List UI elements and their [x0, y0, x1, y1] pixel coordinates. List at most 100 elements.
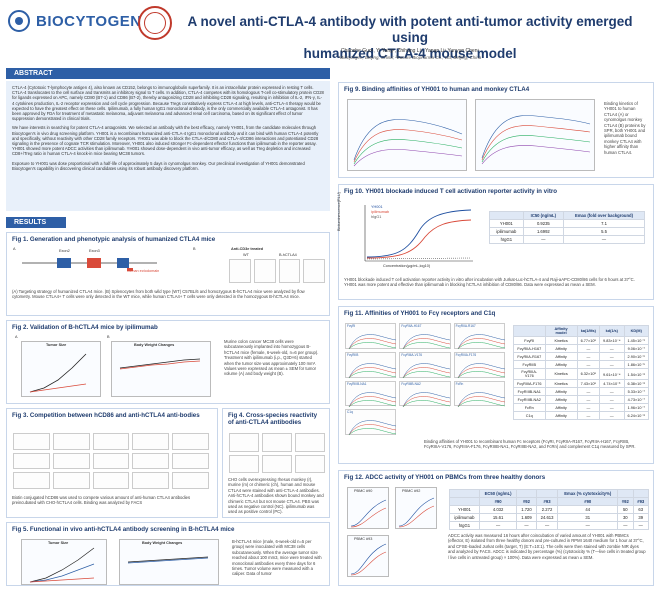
sensorgram-plot: FcγRIIA-R167	[453, 323, 505, 350]
flow-plot	[303, 259, 325, 283]
authors: Chaoshe Guo¹, Yi Yang¹, Zhihong Li¹, Yan…	[340, 48, 480, 54]
fig12-curves-93	[350, 543, 387, 576]
table-cell: 4.73×10⁻⁷	[623, 395, 650, 404]
sensorgram-label: FcγRI	[347, 324, 356, 328]
fig5-caption: B-hCTLA4 mice (male, 6-week-old n=5 per …	[232, 539, 322, 577]
fig3-caption: Biotin conjugated hCD86 was used to comp…	[12, 495, 191, 506]
table-header-cell	[617, 489, 634, 498]
flow-plot	[278, 259, 301, 283]
table-row: FcγRIIIA-F176 Kinetics 7.43×10⁵ 4.74×10⁻³ 6.…	[513, 379, 650, 388]
table-cell: —	[599, 360, 625, 369]
fig10-dose-response-svg	[364, 205, 473, 262]
table-cell: —	[576, 352, 601, 361]
table-cell: Affinity	[544, 360, 578, 369]
table-header-cell: EC50 (ng/mL)	[478, 489, 518, 498]
table-cell: 63	[632, 505, 649, 514]
table-header-cell	[513, 325, 546, 337]
table-cell: YH001	[489, 219, 524, 228]
table-cell: 1.720	[516, 505, 537, 514]
fig3-flow-grid	[13, 433, 209, 489]
fig12-donor90-plot: PBMC #90	[347, 487, 389, 529]
table-cell: FcγRIIIB-NA2	[513, 395, 546, 404]
table-cell: 2.272	[535, 505, 559, 514]
table-cell: FcγRIIB	[513, 360, 546, 369]
fig1-panel-b-label: B	[193, 247, 196, 251]
table-row: hIgG1— — — — — —	[449, 521, 649, 530]
fig10-ylabel: Bioluminescence(RLU)	[337, 192, 341, 231]
table-cell: 1.86×10⁻⁵	[623, 360, 650, 369]
table-cell: Affinity	[544, 395, 578, 404]
fig2-title: Fig 2. Validation of B-hCTLA4 mice by ip…	[12, 324, 158, 331]
table-cell: —	[576, 411, 601, 420]
table-row: ipilimumab 15.61 1.609 24.613 31 30 39	[449, 513, 649, 522]
table-cell: Kinetics	[544, 368, 578, 380]
legend-yh001: YH001	[371, 205, 383, 209]
fig1-gene-diagram	[22, 258, 157, 271]
table-header-cell: Affinity model	[544, 325, 578, 337]
table-header-row: IC50 (ng/mL) Emax (fold over background)	[489, 211, 645, 220]
table-cell: 9.83×10⁻⁴	[599, 336, 625, 345]
table-header-cell: ka(1/Ms)	[576, 325, 601, 337]
table-header-row: Affinity model ka(1/Ms) kd(1/s) KD(M)	[513, 325, 650, 337]
table-row: FcγRIIA-H167 Affinity — —9.06×10⁻⁷	[513, 344, 650, 353]
table-cell: —	[535, 521, 559, 530]
table-cell: 0.9235	[522, 219, 565, 228]
table-header-row: #90 #92 #93 #90 #92 #93	[449, 497, 649, 506]
fig5-panel: Fig 5. Functional in vivo anti-hCTLA4 an…	[6, 522, 330, 586]
table-cell: 6.32×10⁵	[576, 368, 601, 380]
table-cell: —	[557, 521, 619, 530]
table-cell: YH001	[449, 505, 480, 514]
fig9-monkey-spr-plot	[475, 99, 595, 171]
table-header-cell	[449, 497, 480, 506]
anti-cd3e-label: Anti-CD3e treated	[231, 247, 264, 251]
fig10-chart: YH001 ipilimumab hIgG1 Bioluminescence(R…	[337, 192, 477, 273]
table-cell: 6.77×10⁵	[576, 336, 601, 345]
biocytogen-logo: BIOCYTOGEN	[8, 10, 142, 32]
exon-label-2: Exon3	[89, 249, 100, 253]
logo-text: BIOCYTOGEN	[36, 12, 142, 30]
fig2-tumor-lines	[29, 353, 87, 393]
table-cell: 7.1	[563, 219, 645, 228]
histogram-plot	[295, 454, 325, 473]
table-header-cell: KD(M)	[623, 325, 650, 337]
fig12-plot-title-92: PBMC #92	[402, 489, 421, 493]
sensorgram-plot: FcRn	[453, 380, 505, 407]
fig1-panel: Fig 1. Generation and phenotypic analysi…	[6, 232, 330, 316]
table-cell: ipilimumab	[449, 513, 480, 522]
table-row: FcγRIIA-R167 Affinity — —2.90×10⁻⁶	[513, 352, 650, 361]
flow-plot	[52, 433, 90, 450]
fig12-panel: Fig 12. ADCC activity of YH001 on PBMCs …	[338, 470, 654, 586]
table-cell: 4.032	[478, 505, 518, 514]
histogram-plot	[229, 454, 259, 473]
sensorgram-label: FcγRIIIA-V176	[401, 352, 423, 357]
table-header-cell: #92	[617, 497, 634, 506]
table-cell: FcγRIIIA-F176	[513, 379, 546, 388]
table-cell: 15.61	[478, 513, 518, 522]
table-header-cell: #93	[632, 497, 649, 506]
fig5-title: Fig 5. Functional in vivo anti-hCTLA4 an…	[12, 526, 235, 533]
fig2-tumor-size-plot: Tumor Size	[21, 341, 101, 397]
table-cell: 4.74×10⁻³	[599, 379, 625, 388]
flow-plot	[92, 433, 130, 450]
table-cell: FcRn	[513, 403, 546, 412]
histogram-plot	[262, 454, 292, 473]
flow-plot	[92, 452, 130, 470]
fig10-panel: Fig 10. YH001 blockade induced T cell ac…	[337, 184, 654, 300]
fig4-caption: CHO cells overexpressing rhesus monkey (…	[228, 477, 324, 515]
table-cell: —	[632, 521, 649, 530]
table-cell: hIgG1	[449, 521, 480, 530]
table-cell: 1.45×10⁻⁹	[623, 336, 650, 345]
sensorgram-plot: FcγRIIIB-NA1	[345, 380, 397, 407]
fig11-caption: Binding affinities of YH001 to recombina…	[424, 439, 636, 450]
fig12-donor93-plot: PBMC #93	[347, 535, 389, 577]
table-cell: —	[599, 411, 625, 420]
flow-plot	[229, 259, 251, 283]
histogram-plot	[229, 433, 259, 452]
table-cell: FcγRIIIA-V176	[513, 368, 546, 380]
sensorgram-plot: FcγRIIA-H167	[399, 323, 451, 350]
table-row: hIgG1 — —	[489, 235, 645, 244]
table-cell: 7.43×10⁵	[576, 379, 601, 388]
table-cell: —	[599, 403, 625, 412]
abstract-paragraph-1: CTLA-4 (Cytotoxic T-lymphocyte antigen 4…	[12, 85, 324, 122]
table-cell: 6.24×10⁻⁸	[623, 411, 650, 420]
